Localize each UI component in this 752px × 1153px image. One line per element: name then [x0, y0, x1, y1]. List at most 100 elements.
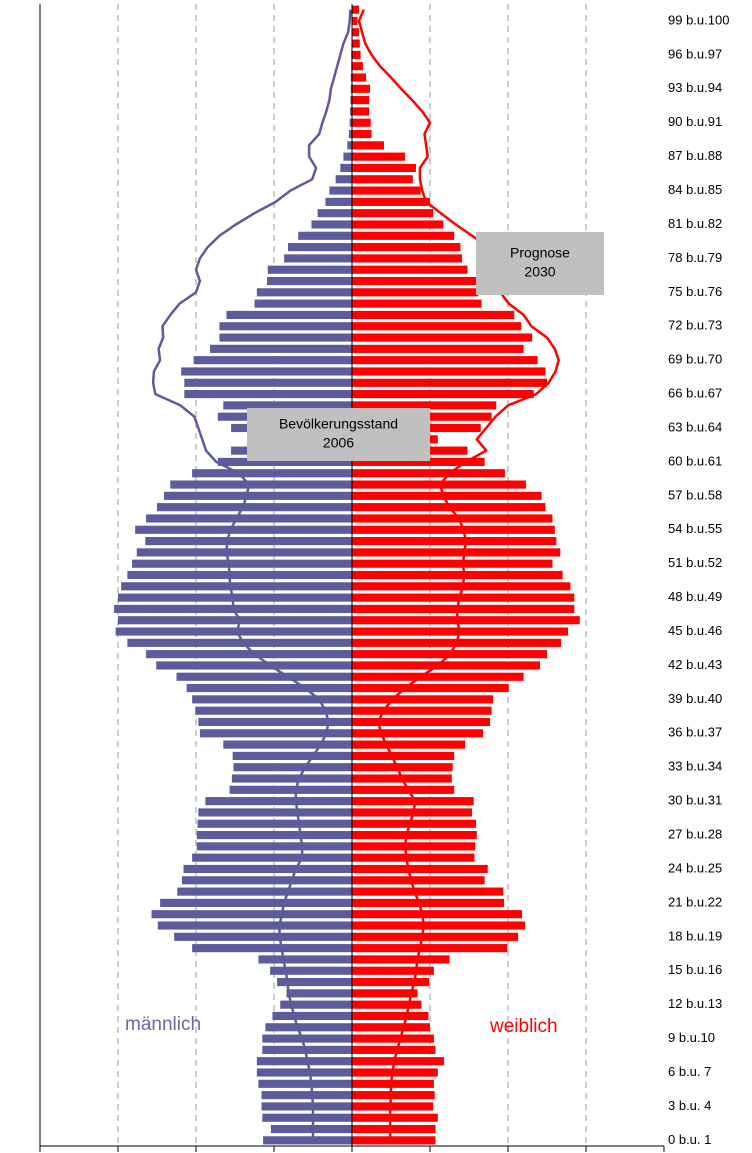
bar	[352, 763, 453, 772]
category-label: 51 b.u.52	[668, 555, 722, 570]
bar	[352, 1113, 438, 1122]
bar	[223, 740, 352, 749]
bar	[352, 921, 526, 930]
bar	[181, 876, 352, 885]
bar	[286, 989, 352, 998]
bar	[352, 39, 360, 48]
category-label: 3 b.u. 4	[668, 1098, 711, 1113]
side-label: männlich	[125, 1014, 201, 1035]
bar	[196, 830, 352, 840]
bar	[151, 910, 352, 919]
side-label: weiblich	[489, 1016, 558, 1037]
bar	[352, 16, 358, 26]
category-label: 45 b.u.46	[668, 623, 722, 638]
category-label: 57 b.u.58	[668, 487, 722, 502]
bar	[127, 570, 352, 580]
bar	[352, 209, 434, 218]
bar	[197, 819, 352, 828]
bar	[352, 593, 575, 602]
category-label: 48 b.u.49	[668, 589, 722, 604]
bar	[352, 1102, 434, 1111]
bar	[174, 932, 352, 941]
bar	[352, 582, 571, 591]
bar	[266, 276, 352, 286]
category-label: 72 b.u.73	[668, 318, 722, 333]
bar	[193, 356, 352, 365]
bar	[121, 582, 353, 591]
bar	[352, 1124, 436, 1134]
bar	[329, 186, 352, 195]
bar	[160, 898, 352, 907]
bar	[352, 604, 575, 613]
bar	[352, 842, 476, 851]
bar	[352, 288, 479, 297]
line	[357, 9, 560, 1141]
bar	[136, 548, 352, 557]
line	[151, 9, 352, 1141]
category-label: 81 b.u.82	[668, 216, 722, 231]
bar	[223, 401, 352, 410]
bar	[352, 322, 522, 331]
bar	[352, 898, 505, 907]
bar	[352, 265, 468, 274]
category-label: 63 b.u.64	[668, 419, 722, 434]
bar	[352, 1079, 434, 1088]
bar	[311, 220, 352, 229]
bar	[352, 390, 534, 399]
bar	[352, 310, 515, 320]
bar	[352, 129, 372, 139]
bar	[270, 1124, 352, 1134]
bar	[352, 876, 485, 885]
bar	[258, 1079, 352, 1088]
bar	[352, 1034, 434, 1043]
annotation-text: 2030	[524, 264, 555, 280]
bar	[352, 548, 561, 557]
bar	[352, 955, 450, 964]
bar	[184, 390, 352, 399]
bar	[352, 163, 416, 173]
bar	[164, 491, 352, 500]
category-label: 66 b.u.67	[668, 386, 722, 401]
bar	[298, 231, 352, 240]
bar	[277, 977, 352, 987]
bar	[352, 706, 492, 715]
bar	[262, 1113, 352, 1122]
bar	[256, 288, 352, 297]
bar	[115, 627, 352, 636]
bar	[192, 469, 352, 478]
bar	[352, 570, 563, 580]
bar	[352, 751, 455, 760]
bar	[352, 118, 371, 127]
bar	[352, 1136, 436, 1145]
category-label: 33 b.u.34	[668, 759, 722, 774]
category-label: 60 b.u.61	[668, 453, 722, 468]
bar	[317, 209, 352, 218]
bar	[135, 525, 352, 534]
bar	[352, 152, 406, 161]
category-label: 39 b.u.40	[668, 691, 722, 706]
category-label: 15 b.u.16	[668, 962, 722, 977]
bar	[280, 1000, 352, 1009]
bar	[132, 559, 352, 568]
bar	[181, 367, 352, 376]
bar	[270, 966, 352, 975]
bar	[170, 480, 352, 489]
bar	[352, 966, 434, 975]
bar	[352, 717, 491, 727]
bar	[352, 276, 477, 286]
bar	[352, 932, 519, 941]
bar	[352, 254, 462, 263]
bar	[352, 491, 542, 500]
bar	[352, 661, 540, 670]
bar	[217, 457, 352, 467]
bar	[219, 322, 352, 331]
bar	[352, 797, 474, 806]
bar	[340, 163, 352, 173]
category-label: 18 b.u.19	[668, 928, 722, 943]
bar	[352, 819, 477, 828]
bar	[219, 333, 352, 342]
bar	[352, 559, 553, 568]
bar	[352, 175, 413, 184]
bar	[262, 1034, 352, 1043]
bar	[184, 378, 352, 387]
